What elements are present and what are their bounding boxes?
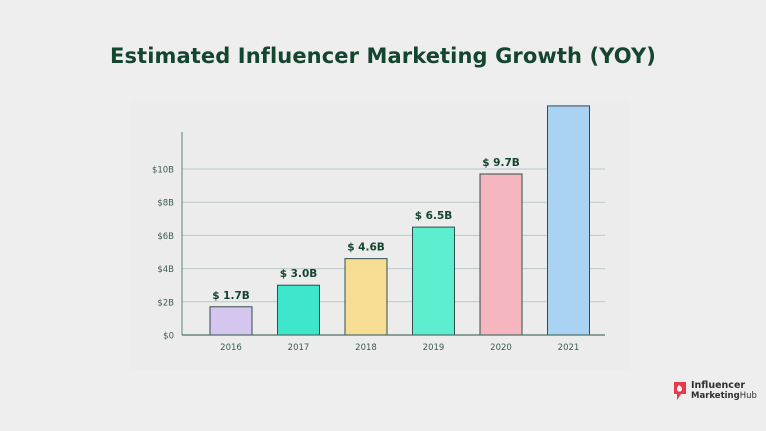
y-tick-label: $10B [152, 166, 174, 176]
brand-logo: Influencer MarketingHub [672, 381, 757, 401]
x-tick-label: 2019 [423, 343, 445, 353]
y-tick-label: $0 [163, 332, 174, 342]
x-tick-label: 2021 [558, 343, 580, 353]
bar-chart: $0 $2B $4B $6B $8B $10B $ 1.7B 2016 $ 3.0B 2017 $ … [152, 100, 605, 353]
x-tick-label: 2016 [220, 343, 242, 353]
chart-panel: $0 $2B $4B $6B $8B $10B $ 1.7B 2016 $ 3.0B 2017 $ … [130, 100, 630, 370]
y-tick-label: $6B [157, 232, 174, 242]
brand-name-rest: Hub [739, 391, 757, 401]
data-label: $ 3.0B [280, 268, 318, 280]
bar-2019 [412, 226, 455, 336]
y-tick-label: $4B [157, 265, 174, 275]
brand-mark-icon [674, 382, 686, 400]
brand-name-bold: Marketing [691, 391, 740, 401]
y-tick-label: $2B [157, 298, 174, 308]
data-label: $ 4.6B [347, 242, 385, 254]
bar-2021 [547, 105, 590, 336]
data-label: $ 6.5B [415, 210, 453, 222]
page-title: Estimated Influencer Marketing Growth (Y… [110, 44, 656, 68]
bar-2016 [209, 306, 253, 336]
bar-2017 [277, 284, 320, 336]
x-tick-label: 2017 [288, 343, 310, 353]
bar-2020 [479, 173, 523, 336]
brand-name-line2: MarketingHub [691, 391, 757, 401]
brand-name-line1: Influencer [691, 380, 746, 391]
y-tick-label: $8B [157, 199, 174, 209]
bar-2018 [344, 258, 388, 336]
data-label: $ 1.7B [212, 290, 250, 302]
data-label: $ 9.7B [482, 157, 520, 169]
x-tick-label: 2020 [490, 343, 512, 353]
x-tick-label: 2018 [355, 343, 377, 353]
data-label: $ 13.8B [546, 100, 591, 101]
